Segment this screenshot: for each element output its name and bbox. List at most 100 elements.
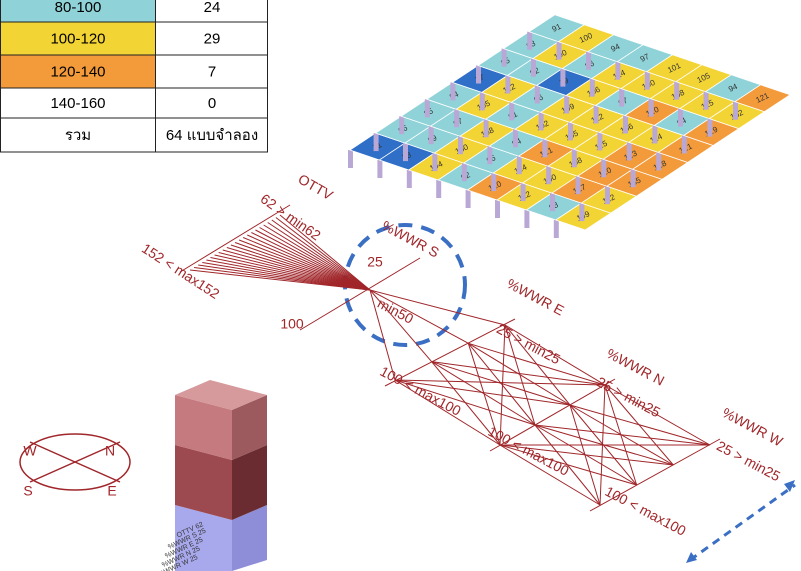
link bbox=[569, 404, 711, 446]
pillar bbox=[707, 118, 713, 137]
link bbox=[275, 217, 371, 291]
pillar bbox=[550, 193, 555, 212]
pillar bbox=[399, 116, 405, 135]
count: 7 bbox=[208, 63, 216, 80]
pillar bbox=[527, 31, 533, 50]
pillar bbox=[450, 82, 456, 101]
link bbox=[604, 384, 711, 446]
axis-label: 100 < max100 bbox=[603, 483, 689, 539]
pillar bbox=[579, 203, 585, 222]
pillar bbox=[516, 156, 522, 175]
cell-value: 97 bbox=[639, 52, 651, 64]
pillar bbox=[556, 41, 562, 60]
link bbox=[468, 342, 606, 386]
pillar bbox=[644, 71, 650, 90]
pillar bbox=[534, 85, 540, 104]
range: 100-120 bbox=[50, 30, 105, 47]
link bbox=[222, 249, 371, 291]
link bbox=[431, 361, 571, 406]
pillar bbox=[454, 109, 460, 128]
link bbox=[431, 361, 536, 426]
link bbox=[369, 289, 396, 381]
axis-label: OTTV bbox=[295, 171, 336, 204]
arrow-head bbox=[686, 552, 697, 563]
count: 0 bbox=[208, 95, 216, 112]
axis bbox=[299, 257, 421, 331]
link bbox=[247, 234, 371, 291]
axis-label: 62 > min62 bbox=[258, 190, 324, 243]
pillar bbox=[597, 132, 603, 151]
pillar bbox=[703, 91, 709, 110]
pillar bbox=[461, 163, 467, 182]
pillar bbox=[483, 119, 489, 138]
link bbox=[499, 444, 601, 506]
link bbox=[394, 379, 571, 406]
link bbox=[242, 237, 371, 291]
block bbox=[175, 380, 267, 571]
axis-label: 100 < max100 bbox=[378, 363, 464, 419]
link bbox=[369, 289, 506, 326]
axis bbox=[179, 204, 291, 273]
pillar bbox=[436, 180, 442, 198]
pillar bbox=[531, 58, 536, 77]
pillar bbox=[615, 61, 621, 80]
link bbox=[218, 252, 371, 291]
link bbox=[234, 242, 371, 291]
link bbox=[202, 262, 371, 291]
pillar bbox=[564, 95, 570, 114]
link bbox=[226, 247, 371, 291]
pillar bbox=[553, 220, 559, 238]
link bbox=[467, 343, 536, 426]
cell-value: 94 bbox=[609, 42, 621, 54]
link bbox=[271, 219, 371, 291]
pillar bbox=[495, 200, 500, 218]
axis bbox=[489, 378, 616, 452]
pillar bbox=[513, 129, 518, 148]
link bbox=[238, 239, 371, 291]
pillar bbox=[373, 133, 379, 152]
link bbox=[468, 342, 571, 406]
link bbox=[267, 222, 371, 291]
link bbox=[394, 379, 501, 446]
pillar bbox=[406, 170, 412, 188]
pillar bbox=[491, 173, 497, 192]
link bbox=[251, 232, 371, 291]
pillar bbox=[524, 210, 530, 228]
pillar bbox=[575, 176, 581, 195]
pillar bbox=[542, 139, 548, 158]
link bbox=[189, 269, 371, 291]
table-cell bbox=[155, 21, 268, 56]
range: 120-140 bbox=[50, 63, 105, 80]
table-cell bbox=[155, 87, 268, 119]
table-cell bbox=[0, 21, 156, 56]
axis-label: 152 < max152 bbox=[139, 240, 223, 302]
axis-label: 100 < max100 bbox=[486, 423, 572, 479]
pillar bbox=[538, 112, 544, 131]
link bbox=[210, 257, 371, 291]
pillar bbox=[509, 102, 515, 121]
grid-cell bbox=[734, 84, 791, 113]
link bbox=[255, 229, 371, 291]
axis bbox=[384, 318, 516, 387]
pillar bbox=[458, 136, 463, 155]
pillar bbox=[501, 48, 507, 67]
pillar bbox=[428, 126, 434, 145]
pillar bbox=[733, 101, 738, 120]
count: 24 bbox=[204, 0, 221, 16]
axis-label: %WWR E bbox=[504, 275, 566, 318]
link bbox=[431, 361, 606, 386]
pillar bbox=[586, 51, 591, 70]
table-cell bbox=[0, 117, 156, 153]
range: รวม bbox=[65, 127, 91, 144]
link bbox=[394, 379, 536, 426]
compass-label: N bbox=[105, 443, 115, 459]
pillar bbox=[601, 159, 607, 178]
link bbox=[534, 424, 711, 446]
table-cell bbox=[0, 54, 156, 89]
link bbox=[206, 259, 371, 291]
pillar bbox=[648, 98, 654, 117]
link bbox=[431, 361, 501, 446]
compass-label: E bbox=[107, 483, 116, 499]
link bbox=[263, 224, 371, 291]
pillar bbox=[681, 135, 687, 154]
